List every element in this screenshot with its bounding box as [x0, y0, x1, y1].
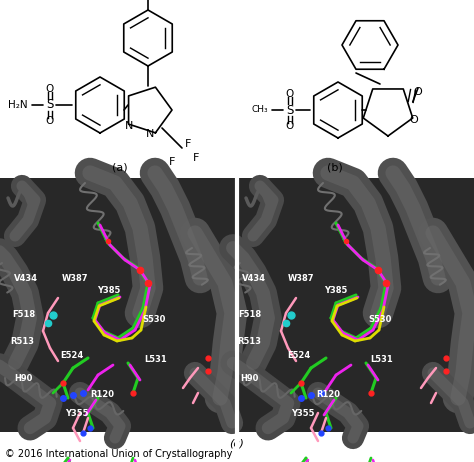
Text: O: O — [46, 84, 54, 94]
Text: S: S — [46, 98, 54, 111]
Text: E524: E524 — [61, 351, 84, 360]
Text: O: O — [414, 87, 422, 97]
Text: W387: W387 — [288, 274, 315, 283]
Text: R120: R120 — [317, 389, 341, 399]
Text: O: O — [286, 89, 294, 99]
Text: R513: R513 — [237, 337, 261, 346]
Text: F: F — [193, 153, 199, 163]
Text: N: N — [125, 121, 133, 131]
Text: R120: R120 — [90, 389, 114, 399]
Text: R513: R513 — [10, 337, 35, 346]
Text: O: O — [286, 121, 294, 131]
Text: F518: F518 — [12, 310, 35, 319]
Text: © 2016 International Union of Crystallography: © 2016 International Union of Crystallog… — [5, 449, 232, 459]
Text: Y355: Y355 — [291, 409, 315, 419]
Text: L531: L531 — [145, 355, 167, 364]
Text: S530: S530 — [142, 315, 165, 324]
Text: Y355: Y355 — [65, 409, 89, 419]
Text: V434: V434 — [242, 274, 266, 283]
Text: (b): (b) — [327, 163, 343, 173]
Text: S530: S530 — [369, 315, 392, 324]
Text: F518: F518 — [238, 310, 262, 319]
Text: H90: H90 — [14, 374, 33, 383]
Text: (a): (a) — [112, 163, 128, 173]
Text: O: O — [410, 115, 419, 125]
Bar — [0, 178, 237, 432]
Text: F: F — [169, 157, 175, 167]
Text: W387: W387 — [62, 274, 88, 283]
Text: (c): (c) — [229, 439, 245, 449]
Text: H₂N: H₂N — [9, 100, 28, 110]
Text: V434: V434 — [14, 274, 38, 283]
Text: N: N — [146, 129, 154, 139]
Text: Y385: Y385 — [324, 286, 347, 295]
Text: H90: H90 — [240, 374, 259, 383]
Text: S: S — [286, 103, 294, 116]
Bar — [238, 178, 474, 432]
Text: Y385: Y385 — [97, 286, 120, 295]
Text: F: F — [185, 139, 191, 149]
Text: E524: E524 — [287, 351, 310, 360]
Text: O: O — [46, 116, 54, 126]
Text: L531: L531 — [371, 355, 393, 364]
Text: CH₃: CH₃ — [251, 105, 268, 115]
